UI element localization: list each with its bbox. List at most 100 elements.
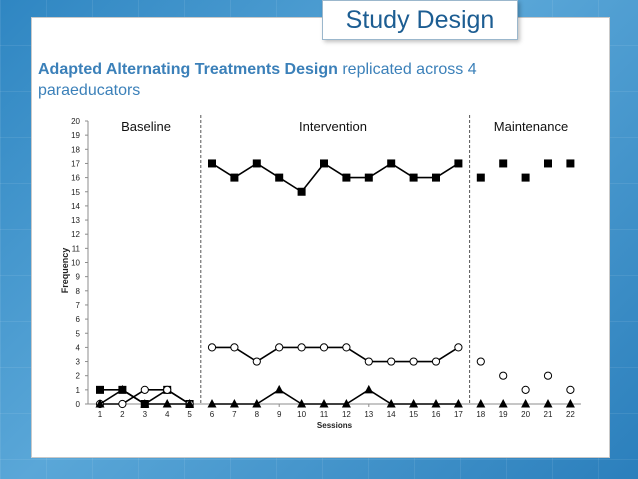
data-point-circle — [364, 357, 373, 366]
data-point-circle — [521, 385, 530, 394]
series-circle-line — [212, 346, 459, 363]
x-tick-label: 20 — [521, 410, 530, 419]
x-tick-label: 6 — [210, 410, 215, 419]
y-tick-label: 19 — [71, 131, 80, 140]
data-point-triangle — [319, 399, 329, 408]
y-axis-label: Frequency — [60, 248, 70, 294]
data-point-square — [387, 159, 396, 168]
y-tick-label: 0 — [76, 400, 81, 409]
x-tick-label: 17 — [454, 410, 463, 419]
data-point-circle — [431, 357, 441, 366]
y-tick-label: 10 — [71, 259, 80, 268]
data-point-circle — [342, 343, 351, 352]
data-point-circle — [252, 357, 261, 366]
x-tick-label: 12 — [342, 410, 351, 419]
y-tick-label: 5 — [76, 329, 81, 338]
data-point-triangle — [476, 399, 486, 408]
data-point-square — [499, 159, 508, 168]
data-point-circle — [319, 343, 329, 352]
data-point-square — [208, 159, 216, 168]
y-tick-label: 6 — [76, 315, 81, 324]
phase-label: Baseline — [121, 119, 171, 134]
data-point-triangle — [453, 399, 463, 408]
x-tick-label: 7 — [232, 410, 237, 419]
data-point-circle — [297, 343, 306, 352]
data-point-square — [252, 159, 261, 168]
data-point-triangle — [185, 399, 195, 408]
series-square-line — [211, 162, 459, 193]
data-point-circle — [499, 371, 508, 380]
data-point-circle — [476, 357, 485, 366]
data-point-triangle — [431, 399, 441, 408]
y-tick-label: 14 — [71, 202, 80, 211]
data-point-triangle — [341, 399, 351, 408]
data-point-square — [476, 173, 485, 182]
data-point-square — [275, 173, 284, 182]
data-point-square — [364, 173, 373, 182]
x-tick-label: 5 — [187, 410, 192, 419]
x-tick-label: 4 — [165, 410, 170, 419]
slide-subtitle: Adapted Alternating Treatments Design re… — [38, 59, 578, 101]
data-point-circle — [275, 343, 284, 352]
data-point-triangle — [117, 384, 127, 394]
data-point-triangle — [386, 399, 396, 408]
data-point-square — [320, 159, 328, 168]
y-tick-label: 18 — [71, 145, 80, 154]
data-point-triangle — [565, 399, 575, 408]
y-tick-label: 17 — [71, 159, 80, 168]
phase-label: Intervention — [299, 119, 367, 134]
data-point-triangle — [162, 399, 172, 408]
data-point-square — [454, 159, 463, 168]
y-tick-label: 16 — [71, 174, 80, 183]
data-point-triangle — [498, 399, 508, 408]
data-point-square — [230, 173, 239, 182]
y-tick-label: 9 — [76, 273, 81, 282]
x-tick-label: 10 — [297, 410, 306, 419]
x-tick-label: 9 — [277, 410, 282, 419]
x-tick-label: 18 — [476, 410, 485, 419]
data-point-circle — [566, 385, 575, 394]
data-point-circle — [140, 385, 149, 394]
x-tick-label: 22 — [566, 410, 575, 419]
x-tick-label: 1 — [98, 410, 103, 419]
y-tick-label: 15 — [71, 188, 80, 197]
x-tick-label: 21 — [544, 410, 553, 419]
data-point-square — [342, 173, 351, 182]
data-point-circle — [409, 357, 418, 366]
data-point-triangle — [229, 399, 239, 408]
data-point-circle — [230, 343, 239, 352]
subtitle-rest: replicated across 4 paraeducators — [38, 61, 477, 99]
x-tick-label: 19 — [499, 410, 508, 419]
y-tick-label: 1 — [76, 386, 81, 395]
data-point-square — [409, 173, 418, 182]
y-tick-label: 3 — [76, 358, 81, 367]
x-tick-label: 16 — [432, 410, 441, 419]
data-point-circle — [163, 385, 172, 394]
data-point-triangle — [543, 399, 553, 408]
y-tick-label: 4 — [76, 343, 81, 352]
y-tick-label: 2 — [76, 372, 81, 381]
data-point-circle — [387, 357, 396, 366]
x-tick-label: 2 — [120, 410, 125, 419]
data-point-square — [432, 173, 440, 182]
data-point-square — [96, 385, 104, 394]
data-point-square — [566, 159, 575, 168]
x-tick-label: 11 — [320, 410, 329, 419]
x-tick-label: 14 — [387, 410, 396, 419]
y-tick-label: 20 — [71, 117, 80, 126]
x-tick-label: 8 — [255, 410, 260, 419]
series-triangle-line — [212, 388, 459, 405]
data-point-circle — [207, 343, 217, 352]
data-point-triangle — [297, 399, 307, 408]
data-point-square — [521, 173, 530, 182]
data-point-triangle — [207, 399, 217, 408]
y-tick-label: 12 — [71, 230, 80, 239]
y-tick-label: 8 — [76, 287, 81, 296]
data-point-triangle — [95, 399, 105, 408]
x-axis-label: Sessions — [317, 421, 353, 430]
data-point-triangle — [409, 399, 419, 408]
data-point-triangle — [140, 399, 150, 408]
y-tick-label: 7 — [76, 301, 81, 310]
data-point-circle — [118, 399, 127, 409]
